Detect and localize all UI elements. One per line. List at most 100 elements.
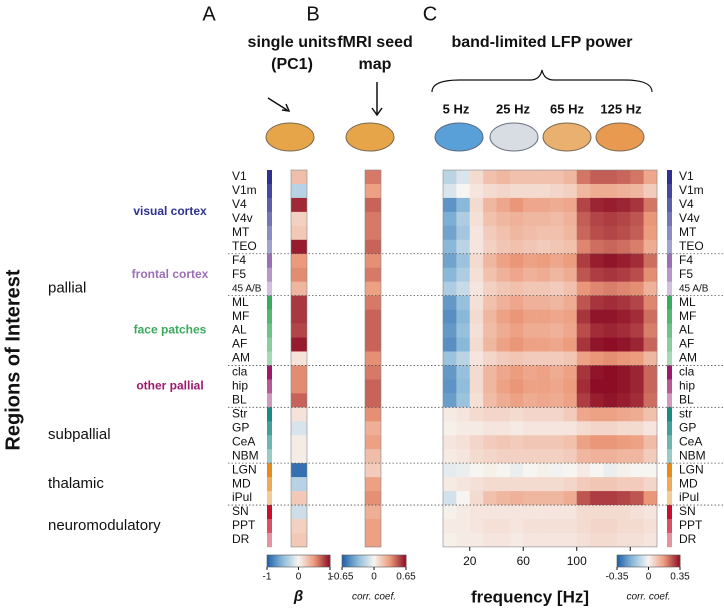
colorbar-segment	[621, 555, 624, 567]
colorbar-segment	[673, 555, 676, 567]
heat-cell	[616, 225, 631, 241]
heat-cell	[496, 393, 511, 408]
roi-label: cla	[679, 365, 695, 379]
heat-cell	[523, 267, 537, 282]
roi-label: MT	[232, 225, 250, 239]
heat-cell	[509, 365, 524, 380]
heat-cell	[291, 365, 307, 380]
colorbar-segment	[399, 555, 402, 567]
roi-label: MT	[679, 225, 697, 239]
heat-cell	[563, 532, 578, 548]
colorbar-segment	[328, 555, 331, 567]
heat-cell	[603, 309, 618, 324]
roi-label: MF	[232, 309, 249, 323]
colorbar-segment	[646, 555, 649, 567]
heat-cell	[456, 491, 471, 506]
heat-cell	[456, 351, 471, 366]
colorbar-segment	[665, 555, 668, 567]
heat-cell	[630, 281, 644, 296]
heat-cell	[523, 225, 537, 241]
heat-cell	[643, 463, 658, 478]
colorbar-tick-label: 0.65	[396, 572, 416, 583]
heat-cell	[456, 197, 471, 213]
roi-label: SN	[679, 504, 696, 518]
roi-label: V4	[679, 197, 694, 211]
roi-strip	[267, 379, 272, 394]
colorbar-segment	[314, 555, 317, 567]
heat-cell	[616, 267, 631, 282]
heat-cell	[523, 337, 537, 352]
heat-cell	[469, 225, 484, 241]
heat-cell	[365, 393, 381, 408]
heat-cell	[496, 449, 511, 464]
heat-cell	[469, 463, 484, 478]
heat-cell	[365, 197, 381, 213]
heat-cell	[456, 505, 471, 520]
colorbar-segment	[298, 555, 301, 567]
heat-cell	[523, 351, 537, 366]
heat-cell	[365, 211, 381, 227]
heat-cell	[365, 379, 381, 394]
heat-cell	[643, 532, 658, 548]
colorbar-segment	[378, 555, 381, 567]
roi-label: SN	[232, 504, 249, 518]
heat-cell	[630, 379, 644, 394]
roi-label: NBM	[232, 448, 259, 462]
band-label: 5 Hz	[443, 101, 470, 116]
heat-cell	[443, 532, 457, 548]
heat-cell	[550, 491, 564, 506]
roi-label: F4	[679, 253, 693, 267]
roi-label: PPT	[232, 518, 256, 532]
roi-label: DR	[679, 532, 697, 546]
heat-cell	[509, 505, 524, 520]
heat-cell	[443, 365, 457, 380]
panel-letter: A	[202, 3, 216, 25]
heat-cell	[616, 449, 631, 464]
heat-cell	[483, 211, 497, 227]
colorbar-segment	[632, 555, 635, 567]
heat-cell	[576, 225, 591, 241]
roi-strip	[667, 505, 672, 520]
heat-cell	[483, 407, 497, 422]
colorbar-segment	[639, 555, 642, 567]
heat-cell	[616, 295, 631, 310]
heat-cell	[443, 421, 457, 436]
heat-cell	[536, 281, 551, 296]
heat-cell	[536, 323, 551, 338]
colorbar-segment	[664, 555, 667, 567]
colorbar-segment	[270, 555, 273, 567]
heat-cell	[496, 281, 511, 296]
heat-cell	[550, 239, 564, 255]
heat-cell	[496, 211, 511, 227]
heat-cell	[456, 337, 471, 352]
heat-cell	[509, 491, 524, 506]
heat-cell	[576, 295, 591, 310]
heat-cell	[496, 519, 511, 534]
heat-cell	[603, 170, 618, 185]
heat-cell	[590, 309, 604, 324]
roi-label: V1	[232, 169, 247, 183]
x-axis-title: frequency [Hz]	[471, 587, 589, 606]
category-label: subpallial	[48, 426, 111, 443]
roi-strip	[667, 170, 672, 185]
roi-label: AM	[232, 351, 250, 365]
heat-cell	[496, 477, 511, 492]
colorbar-segment	[645, 555, 648, 567]
colorbar-segment	[656, 555, 659, 567]
heat-cell	[643, 365, 658, 380]
heat-cell	[365, 309, 381, 324]
colorbar-segment	[362, 555, 365, 567]
heat-cell	[603, 449, 618, 464]
roi-label: V4	[232, 197, 247, 211]
roi-label: GP	[232, 420, 249, 434]
heat-cell	[483, 337, 497, 352]
colorbar-segment	[668, 555, 671, 567]
heat-cell	[469, 379, 484, 394]
heat-cell	[643, 170, 658, 185]
heat-cell	[536, 351, 551, 366]
colorbar-segment	[281, 555, 284, 567]
heat-cell	[536, 337, 551, 352]
roi-strip	[667, 351, 672, 366]
colorbar-segment	[648, 555, 651, 567]
heat-cell	[509, 197, 524, 213]
